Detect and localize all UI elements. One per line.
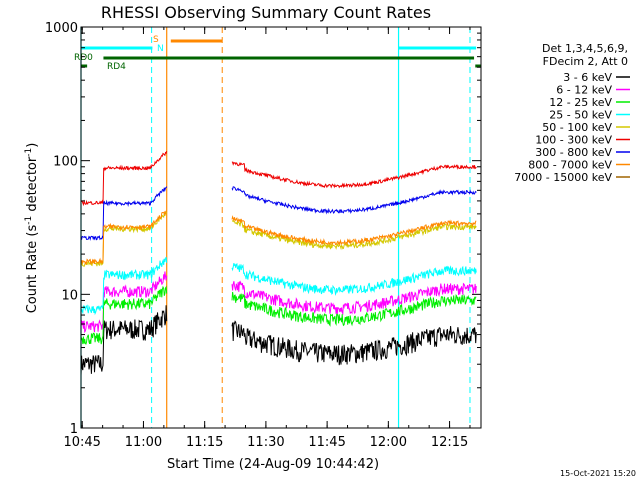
flag-label-rd4: RD4 <box>107 62 126 72</box>
flag-label-rd0: RD0 <box>74 53 93 63</box>
legend-label-8: 7000 - 15000 keV <box>514 171 612 184</box>
legend-label-0: 3 - 6 keV <box>563 71 612 84</box>
legend-header-line-2: FDecim 2, Att 0 <box>543 55 628 68</box>
x-tick-label-3: 11:30 <box>247 435 284 450</box>
series-5-pre-saa <box>80 150 168 207</box>
legend: Det 1,3,4,5,6,9, FDecim 2, Att 0 3 - 6 k… <box>514 42 630 184</box>
legend-label-7: 800 - 7000 keV <box>528 159 612 172</box>
series-4-pre-saa <box>80 211 168 268</box>
x-tick-label-4: 11:45 <box>308 435 345 450</box>
flag-bars: RD0 RD4 SN <box>74 35 481 72</box>
series-0-post-saa <box>231 320 477 366</box>
series-1-pre-saa <box>80 271 168 334</box>
series-3-pre-saa <box>80 256 168 316</box>
series-2-post-saa <box>231 291 477 327</box>
chart-title: RHESSI Observing Summary Count Rates <box>101 3 431 22</box>
x-axis-label: Start Time (24-Aug-09 10:44:42) <box>167 457 379 472</box>
flag-label-s: S <box>153 35 159 45</box>
legend-label-2: 12 - 25 keV <box>549 96 612 109</box>
y-axis-label: Count Rate (s-1 detector-1) <box>24 143 40 314</box>
y-tick-label-3: 1000 <box>45 21 78 36</box>
series-0-pre-saa <box>80 305 168 376</box>
plot-frame <box>80 26 482 429</box>
y-tick-label-1: 10 <box>61 288 78 303</box>
legend-label-4: 50 - 100 keV <box>542 121 612 134</box>
legend-label-5: 100 - 300 keV <box>535 134 612 147</box>
series-4-post-saa <box>231 219 477 251</box>
legend-header-line-1: Det 1,3,4,5,6,9, <box>542 42 628 55</box>
x-tick-label-1: 11:00 <box>125 435 162 450</box>
series-5-post-saa <box>231 161 477 189</box>
y-tick-label-0: 1 <box>70 422 78 437</box>
flag-label-n: N <box>157 44 164 54</box>
series-7-pre-saa <box>80 210 167 266</box>
y-tick-label-2: 100 <box>53 155 78 170</box>
y-axis: 1 10 100 1000 <box>45 21 481 437</box>
x-tick-label-6: 12:15 <box>431 435 468 450</box>
series-layer <box>80 150 477 376</box>
series-6-post-saa <box>231 186 477 215</box>
x-tick-label-5: 12:00 <box>370 435 407 450</box>
x-axis: 10:45 11:00 11:15 11:30 11:45 12:00 12:15 <box>63 27 471 450</box>
series-7-post-saa <box>231 215 477 246</box>
legend-label-1: 6 - 12 keV <box>556 84 612 97</box>
x-tick-label-0: 10:45 <box>63 435 100 450</box>
series-1-post-saa <box>231 280 477 316</box>
legend-label-3: 25 - 50 keV <box>549 109 612 122</box>
series-6-pre-saa <box>80 186 168 241</box>
plot-area: RD0 RD4 SN <box>74 27 481 428</box>
series-3-post-saa <box>231 262 477 297</box>
series-2-pre-saa <box>80 285 168 345</box>
legend-label-6: 300 - 800 keV <box>535 146 612 159</box>
footer-timestamp: 15-Oct-2021 15:20 <box>560 469 636 478</box>
x-tick-label-2: 11:15 <box>186 435 223 450</box>
